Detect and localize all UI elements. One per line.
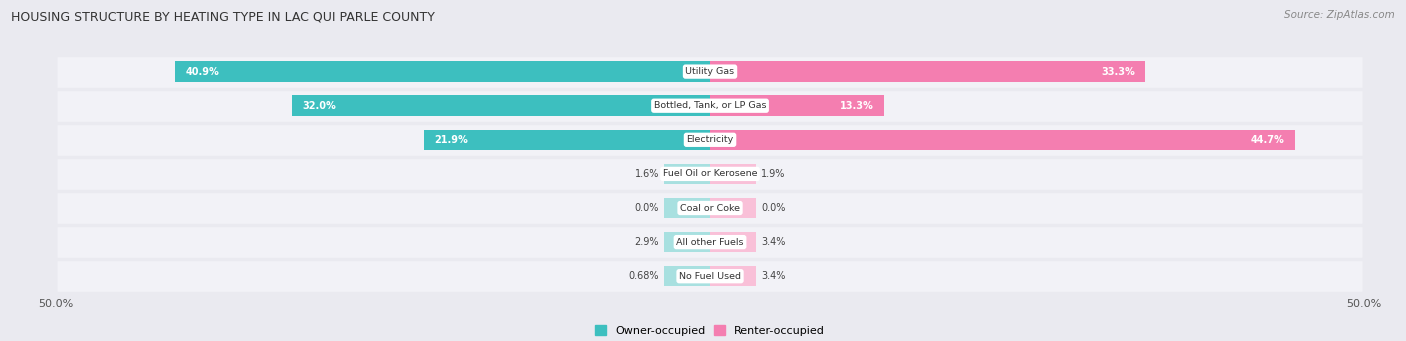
Text: 13.3%: 13.3% xyxy=(839,101,873,111)
Text: 2.9%: 2.9% xyxy=(634,237,659,247)
FancyBboxPatch shape xyxy=(58,254,1362,298)
Text: 40.9%: 40.9% xyxy=(186,66,219,77)
Legend: Owner-occupied, Renter-occupied: Owner-occupied, Renter-occupied xyxy=(591,321,830,340)
Text: All other Fuels: All other Fuels xyxy=(676,238,744,247)
Bar xyxy=(710,130,1295,150)
Bar xyxy=(664,164,710,184)
Text: 21.9%: 21.9% xyxy=(434,135,468,145)
Text: Utility Gas: Utility Gas xyxy=(686,67,734,76)
Bar xyxy=(664,198,710,218)
Text: 44.7%: 44.7% xyxy=(1250,135,1284,145)
Bar xyxy=(710,95,884,116)
Text: 33.3%: 33.3% xyxy=(1101,66,1135,77)
Text: 1.9%: 1.9% xyxy=(761,169,786,179)
FancyBboxPatch shape xyxy=(58,186,1362,230)
Text: 3.4%: 3.4% xyxy=(761,271,786,281)
Bar xyxy=(710,61,1146,82)
FancyBboxPatch shape xyxy=(58,152,1362,196)
Text: 0.68%: 0.68% xyxy=(628,271,659,281)
Bar xyxy=(710,198,756,218)
Text: 0.0%: 0.0% xyxy=(634,203,659,213)
Text: 32.0%: 32.0% xyxy=(302,101,336,111)
Bar xyxy=(291,95,710,116)
Text: Electricity: Electricity xyxy=(686,135,734,144)
Bar xyxy=(664,266,710,286)
Bar xyxy=(710,232,756,252)
Text: 0.0%: 0.0% xyxy=(761,203,786,213)
Bar xyxy=(710,266,756,286)
Text: Bottled, Tank, or LP Gas: Bottled, Tank, or LP Gas xyxy=(654,101,766,110)
Bar xyxy=(664,232,710,252)
Bar xyxy=(423,130,710,150)
Bar xyxy=(710,164,756,184)
Bar xyxy=(176,61,710,82)
FancyBboxPatch shape xyxy=(58,118,1362,162)
Text: Fuel Oil or Kerosene: Fuel Oil or Kerosene xyxy=(662,169,758,178)
Text: Coal or Coke: Coal or Coke xyxy=(681,204,740,212)
Text: Source: ZipAtlas.com: Source: ZipAtlas.com xyxy=(1284,10,1395,20)
Text: No Fuel Used: No Fuel Used xyxy=(679,272,741,281)
Text: HOUSING STRUCTURE BY HEATING TYPE IN LAC QUI PARLE COUNTY: HOUSING STRUCTURE BY HEATING TYPE IN LAC… xyxy=(11,10,434,23)
FancyBboxPatch shape xyxy=(58,50,1362,93)
FancyBboxPatch shape xyxy=(58,84,1362,128)
Text: 1.6%: 1.6% xyxy=(634,169,659,179)
FancyBboxPatch shape xyxy=(58,220,1362,264)
Text: 3.4%: 3.4% xyxy=(761,237,786,247)
